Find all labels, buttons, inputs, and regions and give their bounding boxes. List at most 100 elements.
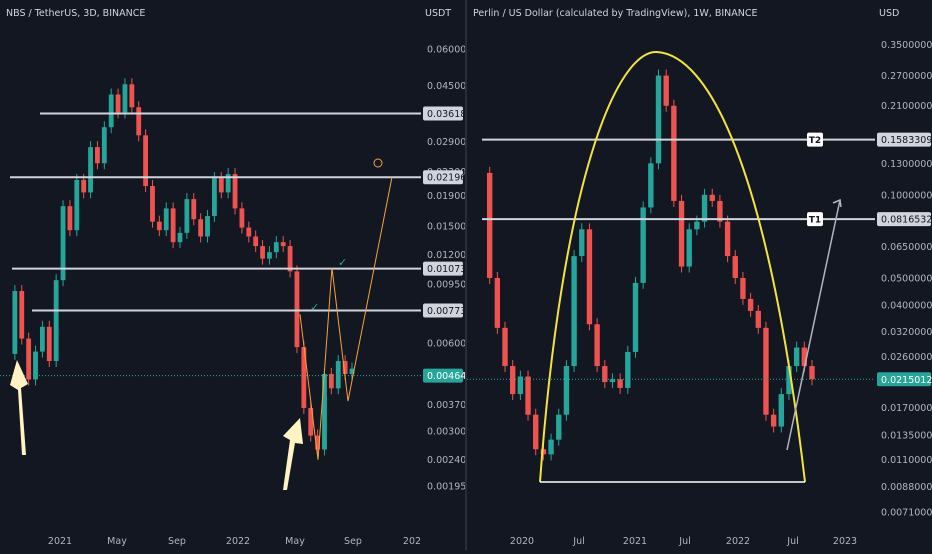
perlin-candle-31	[717, 200, 723, 222]
nbs-candle-42	[294, 271, 300, 348]
nbs-candle-10	[74, 179, 80, 231]
perlin-title: Perlin / US Dollar (calculated by Tradin…	[473, 8, 758, 19]
nbs-level-label-1: 0.02196	[427, 173, 465, 184]
perlin-candle-10	[556, 414, 562, 440]
perlin-candle-17	[609, 379, 616, 383]
nbs-candle-6	[46, 326, 52, 362]
perlin-candle-33	[732, 256, 738, 278]
nbs-level-badge-0	[423, 106, 463, 121]
perlin-x-label-0: 2020	[510, 536, 534, 547]
nbs-y-tick-8: 0.00600	[427, 338, 465, 349]
perlin-candle-4	[510, 366, 516, 395]
nbs-candle-34	[239, 208, 245, 228]
nbs-y-tick-10: 0.00300	[427, 427, 465, 438]
perlin-candle-13	[579, 229, 585, 257]
perlin-currency: USD	[879, 8, 899, 19]
nbs-x-label-5: Sep	[344, 536, 362, 547]
perlin-level-badge-1	[877, 212, 931, 227]
nbs-check-1: ✓	[310, 301, 319, 314]
nbs-candle-46	[322, 373, 327, 450]
nbs-candle-14	[101, 127, 107, 164]
nbs-level-badge-2	[423, 261, 463, 276]
perlin-candle-16	[602, 366, 608, 383]
nbs-check-2: ✓	[338, 256, 347, 269]
perlin-x-label-3: Jul	[678, 536, 690, 547]
perlin-candle-21	[640, 207, 646, 283]
nbs-y-tick-2: 0.02900	[427, 137, 465, 148]
perlin-candle-43	[809, 366, 815, 380]
nbs-candle-27	[191, 199, 197, 220]
nbs-candle-47	[328, 373, 334, 389]
perlin-candle-12	[571, 256, 577, 367]
nbs-candle-17	[122, 84, 128, 113]
nbs-x-label-2: Sep	[168, 536, 186, 547]
nbs-y-tick-0: 0.06000	[427, 44, 465, 55]
nbs-y-tick-7: 0.00950	[427, 280, 465, 291]
perlin-candle-11	[563, 366, 570, 415]
nbs-candle-40	[280, 242, 286, 247]
nbs-y-tick-5: 0.01500	[427, 221, 465, 232]
nbs-candle-26	[184, 199, 190, 233]
perlin-candle-24	[663, 75, 669, 106]
nbs-y-tick-4: 0.01900	[427, 191, 465, 202]
nbs-candle-18	[129, 84, 135, 108]
perlin-candle-19	[625, 351, 631, 388]
nbs-candle-41	[287, 246, 293, 272]
nbs-y-tick-6: 0.01200	[427, 250, 465, 261]
nbs-level-badge-1	[423, 170, 463, 185]
perlin-x-label-2: 2021	[623, 536, 647, 547]
nbs-level-badge-3	[423, 303, 463, 318]
perlin-candle-34	[740, 277, 746, 299]
perlin-x-label-5: Jul	[786, 536, 798, 547]
nbs-x-label-1: May	[107, 536, 127, 547]
nbs-candle-16	[115, 94, 121, 113]
nbs-candle-7	[53, 280, 59, 362]
perlin-marker-0: T2	[809, 136, 821, 146]
perlin-candle-30	[709, 194, 715, 201]
nbs-candle-22	[156, 221, 162, 231]
nbs-candle-44	[308, 407, 314, 436]
nbs-level-label-0: 0.03618	[427, 109, 465, 120]
nbs-candle-19	[136, 107, 142, 136]
nbs-x-label-6: 202	[403, 536, 421, 547]
perlin-candle-8	[540, 449, 547, 455]
perlin-marker-1: T1	[809, 216, 821, 226]
perlin-candle-7	[533, 414, 539, 450]
perlin-candle-38	[770, 414, 777, 427]
nbs-projection-path	[299, 176, 393, 460]
nbs-candle-39	[273, 242, 279, 253]
nbs-candle-50	[349, 368, 355, 374]
nbs-y-tick-9: 0.00370	[427, 400, 465, 411]
nbs-candle-45	[315, 435, 321, 450]
nbs-candle-33	[232, 174, 238, 209]
nbs-candle-38	[267, 252, 272, 259]
chart-panel-nbs: NBS / TetherUS, 3D, BINANCE USDT 0.06000 0.…	[0, 0, 466, 550]
nbs-candle-9	[67, 206, 73, 231]
perlin-level-label-0: 0.15833098	[881, 135, 932, 146]
perlin-candle-28	[694, 221, 700, 230]
nbs-candle-35	[246, 227, 252, 237]
chart-svg-nbs: NBS / TetherUS, 3D, BINANCE USDT 0.06000 0.…	[0, 8, 466, 547]
nbs-x-label-3: 2022	[226, 536, 250, 547]
nbs-candle-15	[108, 94, 114, 128]
nbs-candle-37	[260, 246, 265, 259]
perlin-candle-27	[686, 229, 692, 267]
perlin-candle-3	[502, 327, 508, 367]
perlin-marker-box-1	[807, 212, 823, 227]
perlin-marker-box-0	[807, 132, 823, 147]
perlin-candle-5	[517, 376, 524, 395]
perlin-candle-26	[678, 200, 685, 267]
perlin-target-arrowhead	[832, 198, 842, 208]
perlin-candle-9	[548, 439, 554, 455]
nbs-candle-49	[342, 361, 348, 374]
nbs-level-label-3: 0.00773	[427, 306, 465, 317]
nbs-x-label-4: May	[285, 536, 305, 547]
perlin-level-label-1: 0.08165322	[881, 215, 932, 226]
